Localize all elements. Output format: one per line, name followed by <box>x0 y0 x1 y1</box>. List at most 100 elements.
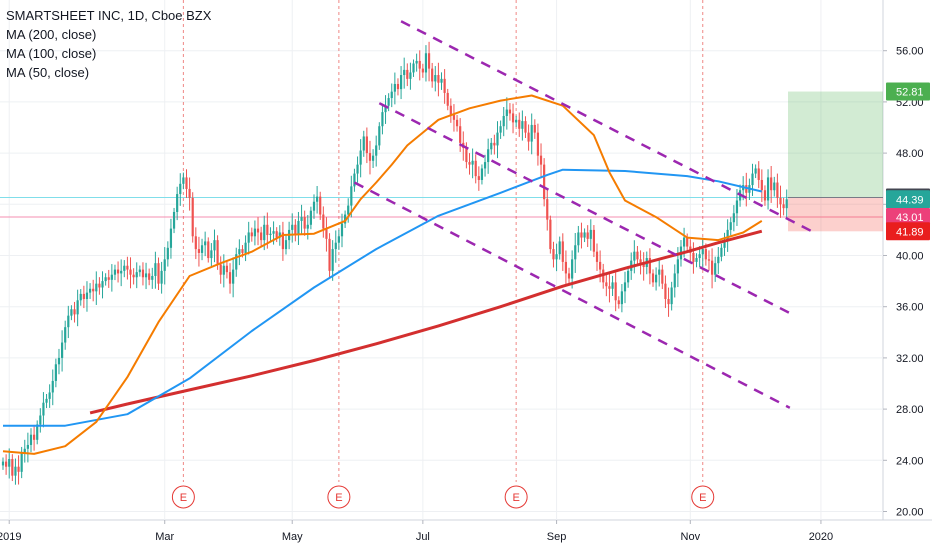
candle-body <box>20 452 23 472</box>
candle-body <box>502 115 505 127</box>
candle-body <box>375 145 378 156</box>
candle-body <box>294 224 297 236</box>
candle-body <box>710 260 714 275</box>
price-tag-label: 41.89 <box>896 226 924 238</box>
candle-body <box>549 219 552 250</box>
candle-body <box>589 229 592 239</box>
candle-body <box>381 112 384 127</box>
candle-body <box>393 83 396 92</box>
candle-body <box>406 69 409 79</box>
candle-body <box>67 315 70 328</box>
candle-body <box>648 258 651 274</box>
candle-body <box>446 92 449 106</box>
candlesticks <box>1 41 788 485</box>
y-tick-label: 56.00 <box>896 46 924 58</box>
candle-body <box>92 288 95 292</box>
candle-body <box>185 177 188 189</box>
price-tag <box>886 190 930 209</box>
candle-body <box>524 121 527 133</box>
y-tick-label: 24.00 <box>896 455 924 467</box>
candle-body <box>1 461 5 466</box>
x-tick-label: 2019 <box>0 531 21 543</box>
candle-body <box>577 232 580 246</box>
candle-body <box>176 194 179 212</box>
candle-body <box>253 228 257 237</box>
candle-body <box>272 231 275 234</box>
ma200-line <box>89 229 763 415</box>
candle-body <box>505 109 508 116</box>
moving-averages <box>2 94 763 455</box>
candle-body <box>54 364 57 381</box>
candle-body <box>79 293 82 301</box>
x-tick-label: Sep <box>547 531 567 543</box>
candle-body <box>431 68 434 82</box>
channel-lines[interactable] <box>353 20 813 409</box>
candle-body <box>508 109 512 114</box>
candle-body <box>455 119 459 127</box>
candle-body <box>720 247 723 257</box>
candle-body <box>275 231 278 238</box>
candle-body <box>599 261 602 270</box>
candle-body <box>770 177 773 191</box>
candle-body <box>312 201 316 211</box>
candle-body <box>717 256 720 264</box>
candle-body <box>465 147 468 163</box>
candle-body <box>207 241 210 259</box>
candle-body <box>437 75 440 83</box>
channel-line-middle <box>378 102 791 315</box>
candle-body <box>101 281 104 288</box>
y-tick-label: 40.00 <box>896 251 924 263</box>
candle-body <box>785 199 788 209</box>
candle-body <box>676 259 679 274</box>
candle-body <box>763 190 767 201</box>
candle-body <box>620 291 623 305</box>
candle-body <box>521 121 524 129</box>
price-axis[interactable]: 56.0052.0048.0044.0040.0036.0032.0028.00… <box>883 46 924 519</box>
candle-body <box>673 273 676 288</box>
long-position-box[interactable] <box>788 91 883 232</box>
candle-body <box>384 105 387 113</box>
candle-body <box>85 292 89 300</box>
candle-body <box>172 211 176 229</box>
candle-body <box>36 424 39 440</box>
candle-body <box>399 75 403 90</box>
candle-body <box>365 136 368 154</box>
candle-body <box>477 176 480 180</box>
candle-body <box>197 249 201 253</box>
candle-body <box>692 252 695 262</box>
candle-body <box>527 132 530 142</box>
candle-body <box>611 282 614 289</box>
earnings-badge <box>171 485 195 509</box>
candle-body <box>232 269 235 284</box>
time-axis[interactable]: 2019 Mar May Jul Sep Nov 2020 <box>0 520 833 543</box>
candle-body <box>487 149 490 163</box>
price-tag-label: 44.39 <box>896 194 924 206</box>
candle-body <box>113 269 117 275</box>
earnings-label: E <box>512 492 519 504</box>
candle-body <box>449 105 452 115</box>
candle-body <box>334 242 337 250</box>
chart-legend: SMARTSHEET INC, 1D, Cboe BZX MA (200, cl… <box>6 6 211 82</box>
candle-body <box>754 168 757 174</box>
candle-body <box>636 251 639 260</box>
candle-body <box>8 459 11 467</box>
candle-body <box>474 160 477 177</box>
candle-body <box>555 254 558 260</box>
candle-body <box>515 119 518 123</box>
candle-body <box>483 162 487 169</box>
horizontal-lines <box>0 197 883 218</box>
candle-body <box>530 124 533 142</box>
candle-body <box>340 223 344 237</box>
candle-body <box>278 232 281 238</box>
candle-body <box>661 269 664 284</box>
candle-body <box>421 68 424 73</box>
candle-body <box>110 274 113 280</box>
candle-body <box>297 220 300 236</box>
candle-body <box>574 245 577 260</box>
candle-body <box>104 277 107 282</box>
candle-body <box>627 270 630 283</box>
earnings-badge <box>504 485 528 509</box>
candle-body <box>695 258 698 262</box>
candle-body <box>493 142 496 146</box>
